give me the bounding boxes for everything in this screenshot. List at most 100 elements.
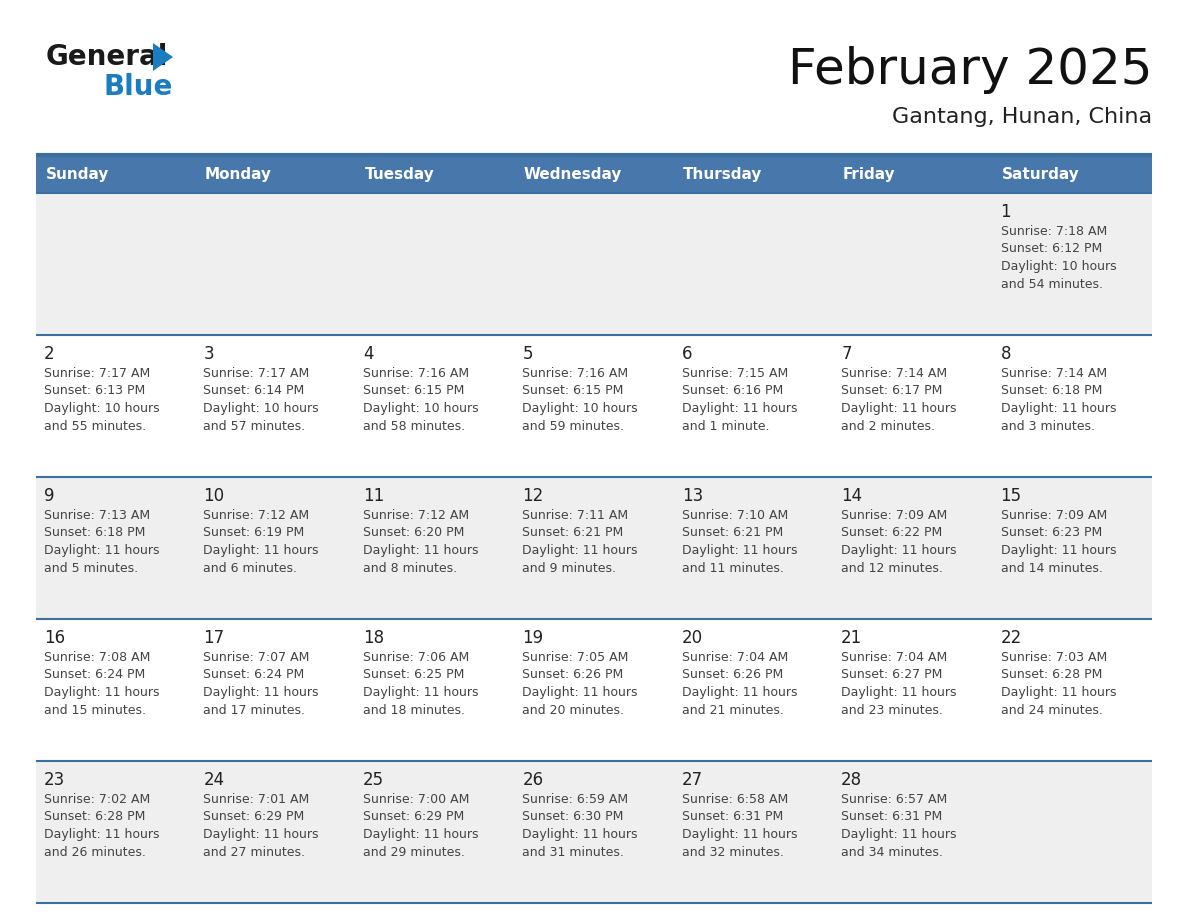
Text: and 57 minutes.: and 57 minutes.	[203, 420, 305, 432]
Bar	[833, 155, 992, 193]
Text: Daylight: 11 hours: Daylight: 11 hours	[523, 686, 638, 699]
Text: and 23 minutes.: and 23 minutes.	[841, 703, 943, 717]
Text: 19: 19	[523, 629, 543, 647]
Text: 20: 20	[682, 629, 703, 647]
Text: Sunset: 6:29 PM: Sunset: 6:29 PM	[203, 811, 304, 823]
Text: Daylight: 11 hours: Daylight: 11 hours	[841, 686, 956, 699]
Text: General: General	[46, 43, 169, 71]
Text: Daylight: 11 hours: Daylight: 11 hours	[523, 544, 638, 557]
Text: and 9 minutes.: and 9 minutes.	[523, 562, 617, 575]
Text: Daylight: 11 hours: Daylight: 11 hours	[1000, 402, 1116, 415]
Text: Sunrise: 7:03 AM: Sunrise: 7:03 AM	[1000, 651, 1107, 664]
Text: Sunrise: 7:10 AM: Sunrise: 7:10 AM	[682, 509, 788, 522]
Text: and 14 minutes.: and 14 minutes.	[1000, 562, 1102, 575]
Text: 13: 13	[682, 487, 703, 505]
Text: and 17 minutes.: and 17 minutes.	[203, 703, 305, 717]
Text: Sunset: 6:31 PM: Sunset: 6:31 PM	[682, 811, 783, 823]
Text: Sunrise: 7:13 AM: Sunrise: 7:13 AM	[44, 509, 150, 522]
Bar	[514, 155, 674, 193]
Text: Wednesday: Wednesday	[524, 166, 623, 182]
Text: Saturday: Saturday	[1003, 166, 1080, 182]
Text: February 2025: February 2025	[788, 46, 1152, 94]
Text: and 55 minutes.: and 55 minutes.	[44, 420, 146, 432]
Bar	[36, 477, 1152, 619]
Text: Daylight: 11 hours: Daylight: 11 hours	[44, 686, 159, 699]
Text: Sunrise: 7:17 AM: Sunrise: 7:17 AM	[44, 367, 150, 380]
Text: and 8 minutes.: and 8 minutes.	[362, 562, 457, 575]
Text: Sunset: 6:15 PM: Sunset: 6:15 PM	[362, 385, 465, 397]
Text: Daylight: 10 hours: Daylight: 10 hours	[44, 402, 159, 415]
Text: Sunrise: 7:05 AM: Sunrise: 7:05 AM	[523, 651, 628, 664]
Text: Tuesday: Tuesday	[365, 166, 434, 182]
Text: 17: 17	[203, 629, 225, 647]
Text: Sunset: 6:13 PM: Sunset: 6:13 PM	[44, 385, 145, 397]
Text: 1: 1	[1000, 203, 1011, 221]
Polygon shape	[153, 43, 173, 71]
Bar	[36, 619, 1152, 761]
Text: Daylight: 11 hours: Daylight: 11 hours	[44, 828, 159, 841]
Bar	[36, 193, 1152, 335]
Text: Sunrise: 7:16 AM: Sunrise: 7:16 AM	[523, 367, 628, 380]
Text: Sunrise: 6:57 AM: Sunrise: 6:57 AM	[841, 793, 947, 806]
Text: and 27 minutes.: and 27 minutes.	[203, 845, 305, 858]
Text: Sunrise: 7:15 AM: Sunrise: 7:15 AM	[682, 367, 788, 380]
Text: 7: 7	[841, 345, 852, 363]
Text: Sunset: 6:28 PM: Sunset: 6:28 PM	[44, 811, 145, 823]
Text: Daylight: 10 hours: Daylight: 10 hours	[362, 402, 479, 415]
Text: Sunrise: 6:58 AM: Sunrise: 6:58 AM	[682, 793, 788, 806]
Text: and 58 minutes.: and 58 minutes.	[362, 420, 465, 432]
Text: Daylight: 10 hours: Daylight: 10 hours	[203, 402, 320, 415]
Text: Daylight: 11 hours: Daylight: 11 hours	[1000, 544, 1116, 557]
Text: Sunrise: 7:08 AM: Sunrise: 7:08 AM	[44, 651, 151, 664]
Text: 25: 25	[362, 771, 384, 789]
Text: Sunset: 6:21 PM: Sunset: 6:21 PM	[682, 527, 783, 540]
Text: Daylight: 11 hours: Daylight: 11 hours	[44, 544, 159, 557]
Text: Sunset: 6:24 PM: Sunset: 6:24 PM	[203, 668, 304, 681]
Text: and 31 minutes.: and 31 minutes.	[523, 845, 624, 858]
Text: and 1 minute.: and 1 minute.	[682, 420, 769, 432]
Text: and 12 minutes.: and 12 minutes.	[841, 562, 943, 575]
Bar	[355, 155, 514, 193]
Text: Sunrise: 6:59 AM: Sunrise: 6:59 AM	[523, 793, 628, 806]
Text: 21: 21	[841, 629, 862, 647]
Bar	[674, 155, 833, 193]
Text: and 18 minutes.: and 18 minutes.	[362, 703, 465, 717]
Text: Sunrise: 7:17 AM: Sunrise: 7:17 AM	[203, 367, 310, 380]
Text: Daylight: 11 hours: Daylight: 11 hours	[682, 828, 797, 841]
Text: Sunday: Sunday	[45, 166, 109, 182]
Text: and 26 minutes.: and 26 minutes.	[44, 845, 146, 858]
Text: Monday: Monday	[206, 166, 272, 182]
Text: Sunrise: 7:00 AM: Sunrise: 7:00 AM	[362, 793, 469, 806]
Text: 5: 5	[523, 345, 532, 363]
Text: Sunset: 6:15 PM: Sunset: 6:15 PM	[523, 385, 624, 397]
Bar	[196, 155, 355, 193]
Text: Sunrise: 7:12 AM: Sunrise: 7:12 AM	[362, 509, 469, 522]
Text: Sunset: 6:25 PM: Sunset: 6:25 PM	[362, 668, 465, 681]
Text: and 5 minutes.: and 5 minutes.	[44, 562, 138, 575]
Text: Sunset: 6:27 PM: Sunset: 6:27 PM	[841, 668, 942, 681]
Text: and 59 minutes.: and 59 minutes.	[523, 420, 624, 432]
Text: 14: 14	[841, 487, 862, 505]
Text: and 21 minutes.: and 21 minutes.	[682, 703, 784, 717]
Text: Daylight: 11 hours: Daylight: 11 hours	[203, 686, 318, 699]
Text: 8: 8	[1000, 345, 1011, 363]
Text: and 11 minutes.: and 11 minutes.	[682, 562, 784, 575]
Text: Daylight: 11 hours: Daylight: 11 hours	[362, 828, 479, 841]
Text: 16: 16	[44, 629, 65, 647]
Bar	[36, 761, 1152, 903]
Text: Gantang, Hunan, China: Gantang, Hunan, China	[892, 107, 1152, 127]
Text: 24: 24	[203, 771, 225, 789]
Text: and 32 minutes.: and 32 minutes.	[682, 845, 784, 858]
Text: Sunrise: 7:01 AM: Sunrise: 7:01 AM	[203, 793, 310, 806]
Text: Daylight: 11 hours: Daylight: 11 hours	[362, 686, 479, 699]
Text: 15: 15	[1000, 487, 1022, 505]
Text: Daylight: 10 hours: Daylight: 10 hours	[523, 402, 638, 415]
Text: Sunset: 6:31 PM: Sunset: 6:31 PM	[841, 811, 942, 823]
Text: and 20 minutes.: and 20 minutes.	[523, 703, 624, 717]
Text: Sunset: 6:18 PM: Sunset: 6:18 PM	[1000, 385, 1102, 397]
Text: Friday: Friday	[842, 166, 896, 182]
Text: Daylight: 11 hours: Daylight: 11 hours	[1000, 686, 1116, 699]
Text: Sunset: 6:21 PM: Sunset: 6:21 PM	[523, 527, 624, 540]
Text: 12: 12	[523, 487, 544, 505]
Text: Daylight: 11 hours: Daylight: 11 hours	[203, 544, 318, 557]
